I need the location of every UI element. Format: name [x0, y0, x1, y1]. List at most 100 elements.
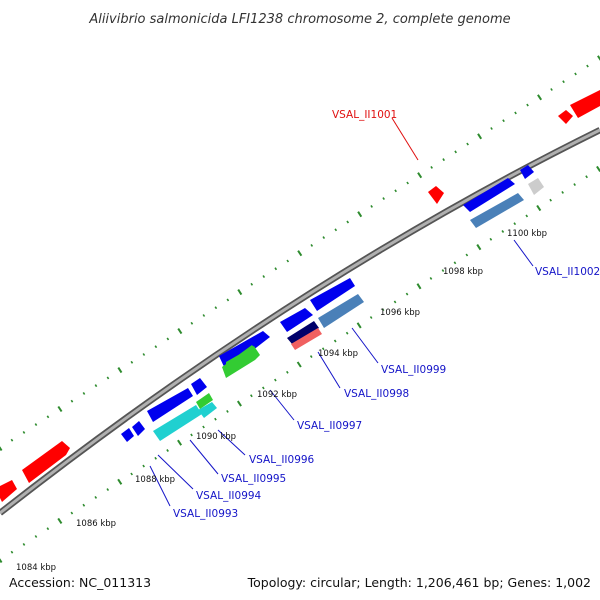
- tick-mark: [346, 220, 350, 224]
- tick-mark: [309, 355, 313, 359]
- tick-mark: [190, 321, 194, 325]
- gene-features: [0, 90, 600, 502]
- gene-label-VSAL_II0995[interactable]: VSAL_II0995: [221, 473, 286, 485]
- gene-label-VSAL_II0999[interactable]: VSAL_II0999: [381, 364, 446, 376]
- tick-mark: [202, 425, 205, 429]
- tick-mark: [202, 314, 206, 317]
- gene-red-segment-left-edge[interactable]: [0, 480, 17, 502]
- gene-VSAL_II0998-shape[interactable]: [280, 308, 313, 332]
- tick-mark: [441, 269, 445, 273]
- tick-mark: [393, 300, 397, 304]
- tick-mark: [465, 253, 469, 257]
- tick-mark: [334, 228, 338, 232]
- tick-mark: [394, 189, 397, 193]
- gene-label-VSAL_II1002[interactable]: VSAL_II1002: [535, 266, 600, 278]
- tick-label: 1096 kbp: [380, 308, 420, 318]
- tick-mark: [297, 250, 303, 257]
- tick-mark: [585, 175, 588, 179]
- tick-mark: [405, 292, 409, 296]
- tick-mark: [549, 198, 552, 202]
- tick-mark: [106, 488, 110, 492]
- tick-mark: [321, 347, 325, 351]
- tick-mark: [381, 308, 385, 312]
- gene-label-VSAL_II0998[interactable]: VSAL_II0998: [344, 388, 409, 400]
- tick-label: 1086 kbp: [76, 519, 116, 529]
- tick-mark: [489, 237, 493, 241]
- gene-blue-segment-a[interactable]: [463, 178, 515, 212]
- gene-grey-segment[interactable]: [528, 178, 544, 195]
- gene-steel-segment-right[interactable]: [470, 193, 524, 228]
- tick-mark: [142, 464, 145, 468]
- gene-label-VSAL_II0997[interactable]: VSAL_II0997: [297, 420, 362, 432]
- tick-mark: [226, 409, 229, 413]
- tick-label: 1088 kbp: [135, 475, 175, 485]
- gene-label-VSAL_II0993[interactable]: VSAL_II0993: [173, 508, 238, 520]
- tick-labels: 1084 kbp 1086 kbp 1088 kbp 1090 kbp 1092…: [16, 229, 547, 573]
- tick-mark: [190, 433, 193, 437]
- tick-mark: [429, 276, 433, 280]
- gene-label-VSAL_II0996[interactable]: VSAL_II0996: [249, 454, 315, 466]
- gene-VSAL_II0999-shape[interactable]: [310, 278, 355, 311]
- tick-mark: [490, 127, 493, 130]
- gene-label-VSAL_II0994[interactable]: VSAL_II0994: [196, 490, 262, 502]
- tick-label: 1084 kbp: [16, 563, 56, 573]
- gene-label-VSAL_II1001[interactable]: VSAL_II1001: [332, 109, 397, 121]
- tick-mark: [154, 345, 158, 349]
- tick-mark: [550, 88, 553, 91]
- tick-mark: [94, 495, 98, 499]
- gene-VSAL_II0994-shape[interactable]: [132, 421, 145, 436]
- tick-mark: [382, 197, 385, 201]
- tick-mark: [214, 417, 217, 421]
- tick-mark: [22, 542, 26, 546]
- gene-navy-segment[interactable]: [287, 321, 319, 344]
- tick-mark: [417, 172, 423, 179]
- tick-mark: [345, 331, 349, 335]
- gene-VSAL_II0995-shape[interactable]: [147, 388, 193, 422]
- gene-red-segment-small[interactable]: [428, 186, 444, 204]
- tick-label: 1098 kbp: [443, 267, 483, 277]
- gene-VSAL_II0996-shape[interactable]: [191, 378, 207, 395]
- tick-label: 1100 kbp: [507, 229, 547, 239]
- tick-mark: [250, 394, 253, 398]
- tick-mark: [477, 133, 483, 140]
- tick-mark: [82, 391, 86, 395]
- gene-green-small-segment[interactable]: [196, 393, 213, 409]
- tick-mark: [356, 322, 362, 329]
- gene-VSAL_II0993-shape[interactable]: [121, 428, 134, 442]
- tick-mark: [57, 517, 63, 524]
- tick-mark: [70, 511, 74, 515]
- tick-mark: [94, 384, 98, 388]
- tick-mark: [237, 289, 243, 296]
- tick-mark: [502, 119, 505, 123]
- gene-cyan-segment[interactable]: [153, 405, 202, 441]
- tick-mark: [46, 415, 50, 419]
- gene-steel-segment[interactable]: [318, 294, 364, 328]
- gene-green-segment[interactable]: [222, 345, 260, 378]
- tick-mark: [514, 111, 517, 115]
- gene-blue-segment-b[interactable]: [520, 165, 534, 179]
- tick-mark: [142, 353, 146, 356]
- gene-red-segment-right[interactable]: [570, 90, 600, 118]
- gene-salmon-segment[interactable]: [291, 328, 322, 350]
- tick-mark: [166, 449, 169, 452]
- tick-mark: [166, 337, 170, 341]
- map-title: Aliivibrio salmonicida LFI1238 chromosom…: [88, 12, 510, 27]
- tick-mark: [513, 222, 517, 226]
- tick-mark: [34, 535, 38, 538]
- tick-mark: [536, 204, 542, 212]
- tick-label: 1092 kbp: [257, 390, 297, 400]
- tick-label: 1090 kbp: [196, 432, 236, 442]
- tick-mark: [586, 64, 589, 68]
- gene-cyan-small-segment[interactable]: [198, 402, 217, 418]
- tick-mark: [177, 439, 183, 446]
- chromosome-backbone: [0, 127, 600, 516]
- gene-labels: VSAL_II0993 VSAL_II0994 VSAL_II0995 VSAL…: [173, 109, 600, 520]
- gene-red-segment-left[interactable]: [22, 441, 70, 483]
- tick-mark: [70, 399, 74, 403]
- tick-mark: [262, 275, 266, 279]
- tick-mark: [46, 527, 50, 531]
- tick-mark: [526, 103, 529, 107]
- gene-red-segment-right-small[interactable]: [558, 110, 573, 124]
- tick-mark: [10, 550, 14, 554]
